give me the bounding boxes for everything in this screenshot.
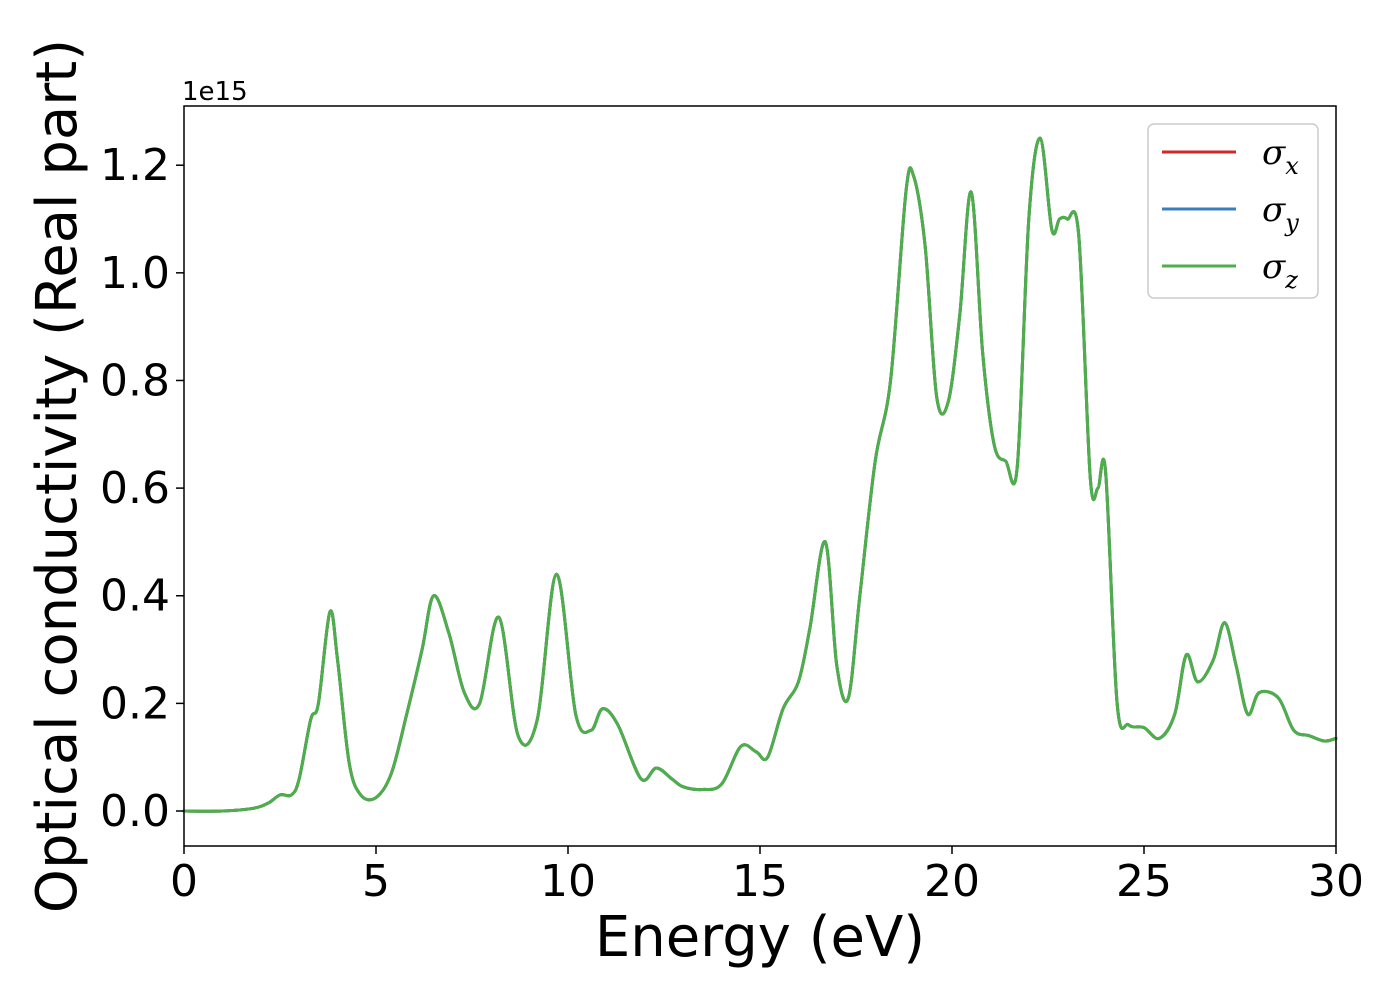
plot-background: [184, 106, 1336, 846]
x-tick-label: 5: [362, 856, 390, 907]
legend-label-x: σx: [1262, 133, 1299, 180]
x-tick-label: 15: [732, 856, 788, 907]
x-tick-label: 20: [924, 856, 980, 907]
y-tick-label: 0.8: [100, 355, 170, 406]
legend-items: σx σy σz: [1162, 133, 1299, 294]
x-tick-label: 30: [1308, 856, 1364, 907]
y-tick-label: 0.4: [100, 571, 170, 622]
series-layer: [182, 136, 1338, 813]
x-tick-label: 25: [1116, 856, 1172, 907]
y-axis-ticks: 0.0 0.2 0.4 0.6 0.8 1.0 1.2: [100, 140, 184, 837]
y-tick-label: 1.0: [100, 248, 170, 299]
series-line-z: [182, 136, 1338, 813]
y-tick-label: 0.0: [100, 786, 170, 837]
legend-label-z: σz: [1262, 247, 1298, 294]
legend-label-y: σy: [1262, 190, 1299, 237]
legend: σx σy σz: [1147, 123, 1319, 299]
x-axis-ticks: 0 5 10 15 20 25 30: [170, 846, 1364, 907]
y-axis-label: Optical conductivity (Real part): [25, 39, 90, 913]
x-tick-label: 0: [170, 856, 198, 907]
y-tick-label: 0.6: [100, 463, 170, 514]
y-tick-label: 0.2: [100, 678, 170, 729]
legend-box: [1147, 123, 1319, 299]
x-tick-label: 10: [540, 856, 596, 907]
y-offset-label: 1e15: [182, 77, 248, 107]
x-axis-label: Energy (eV): [595, 905, 925, 970]
y-tick-label: 1.2: [100, 140, 170, 191]
